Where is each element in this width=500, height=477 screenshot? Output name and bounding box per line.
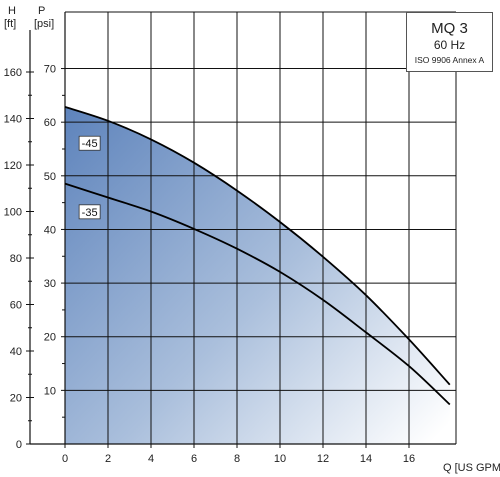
series-line--35 — [64, 182, 451, 406]
h-tick-label: 60 — [10, 300, 22, 312]
x-tick-label: 8 — [234, 453, 240, 465]
x-tick-label: 14 — [360, 453, 372, 465]
h-tick-label: 80 — [10, 253, 22, 265]
operating-range-area — [65, 106, 450, 445]
x-tick-label: 6 — [191, 453, 197, 465]
h-tick-label: 140 — [4, 114, 22, 126]
h-tick-label: 40 — [10, 346, 22, 358]
p-tick-label: 10 — [44, 385, 56, 397]
h-tick-label: 0 — [16, 439, 22, 451]
p-tick-label: 70 — [44, 64, 56, 76]
p-tick-label: 50 — [44, 171, 56, 183]
h-axis-unit: [ft] — [4, 18, 16, 30]
chart-standard: ISO 9906 Annex A — [414, 55, 485, 65]
p-axis-unit: [psi] — [34, 18, 54, 30]
x-tick-label: 12 — [317, 453, 329, 465]
h-axis-label: H — [8, 5, 16, 17]
series-label-box — [78, 135, 101, 151]
p-tick-label: 60 — [44, 117, 56, 129]
chart-title: MQ 3 — [431, 20, 468, 37]
series-line--45 — [64, 106, 451, 386]
h-tick-label: 120 — [4, 160, 22, 172]
h-tick-label: 20 — [10, 393, 22, 405]
x-axis-label: Q [US GPM] — [443, 462, 500, 474]
p-tick-label: 40 — [44, 224, 56, 236]
p-tick-label: 30 — [44, 278, 56, 290]
chart-subtitle: 60 Hz — [433, 38, 466, 52]
x-tick-label: 4 — [148, 453, 154, 465]
x-tick-label: 0 — [62, 453, 68, 465]
series-label--35: -35 — [82, 207, 98, 219]
x-tick-label: 10 — [274, 453, 286, 465]
p-tick-label: 20 — [44, 332, 56, 344]
h-tick-label: 100 — [4, 207, 22, 219]
x-tick-label: 2 — [105, 453, 111, 465]
p-axis-label: P — [38, 5, 45, 17]
series-label--45: -45 — [82, 138, 98, 150]
h-tick-label: 160 — [4, 67, 22, 79]
chart-info-box: MQ 3 60 Hz ISO 9906 Annex A — [406, 12, 493, 72]
x-tick-label: 16 — [403, 453, 415, 465]
series-label-box — [78, 204, 101, 220]
